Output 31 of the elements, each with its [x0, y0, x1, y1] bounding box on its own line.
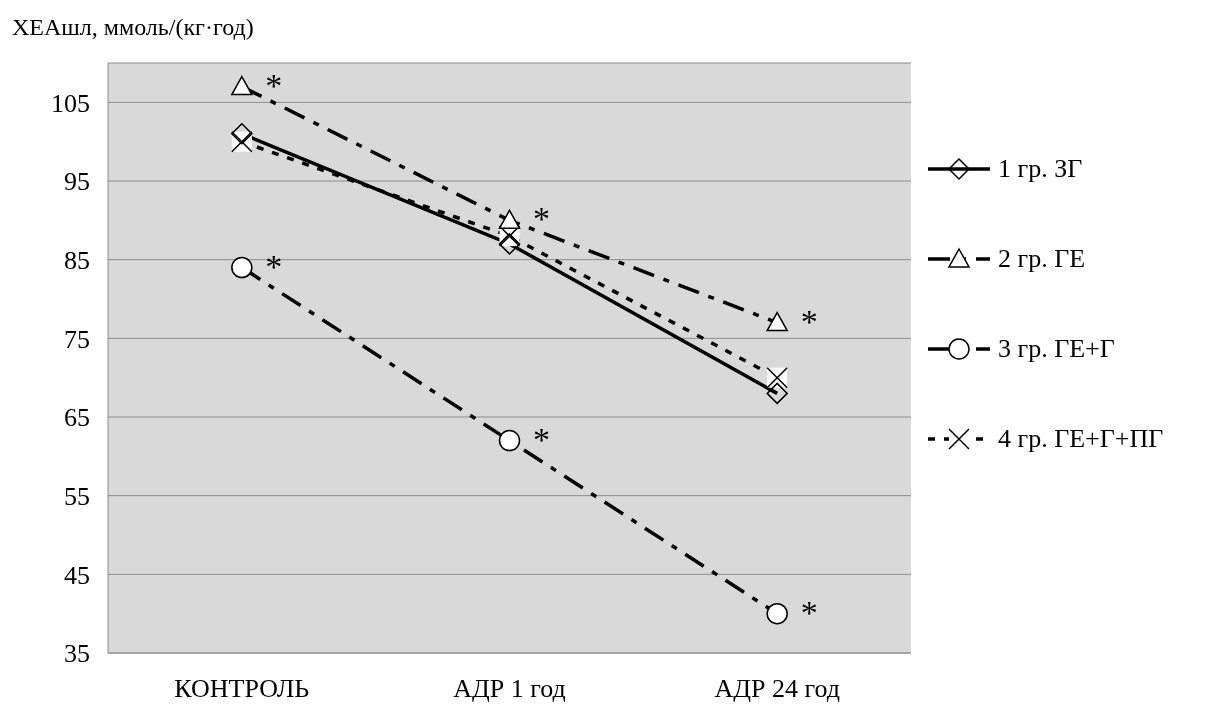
- point: [498, 209, 521, 230]
- x-tick-label: АДР 24 год: [714, 674, 840, 704]
- legend-label: 1 гр. ЗГ: [998, 154, 1083, 184]
- point: [498, 429, 521, 452]
- y-tick-label: 35: [64, 639, 90, 669]
- y-tick-label: 105: [51, 88, 90, 118]
- point: [231, 123, 253, 145]
- point: [766, 311, 788, 332]
- y-tick-label: 75: [64, 324, 90, 354]
- y-tick-label: 85: [64, 245, 90, 275]
- annotation: *: [265, 247, 283, 285]
- point: [231, 75, 253, 96]
- legend-label: 2 гр. ГЕ: [998, 244, 1086, 274]
- point: [498, 233, 521, 255]
- y-tick-label: 65: [64, 403, 90, 433]
- annotation: *: [800, 302, 818, 340]
- legend-label: 3 гр. ГЕ+Г: [998, 334, 1115, 364]
- point: [231, 256, 253, 279]
- point: [766, 382, 788, 405]
- x-tick-label: КОНТРОЛЬ: [174, 674, 310, 704]
- annotation: *: [800, 593, 818, 631]
- y-axis-title: ХЕАшл, ммоль/(кг·год): [12, 14, 254, 41]
- y-tick-label: 95: [64, 167, 90, 197]
- point: [766, 602, 788, 625]
- annotation: *: [265, 66, 283, 104]
- annotation: *: [533, 200, 550, 238]
- y-tick-label: 45: [64, 560, 90, 590]
- annotation: *: [533, 420, 550, 458]
- x-tick-label: АДР 1 год: [453, 674, 566, 704]
- legend-label: 4 гр. ГЕ+Г+ПГ: [998, 424, 1164, 454]
- y-tick-label: 55: [64, 481, 90, 511]
